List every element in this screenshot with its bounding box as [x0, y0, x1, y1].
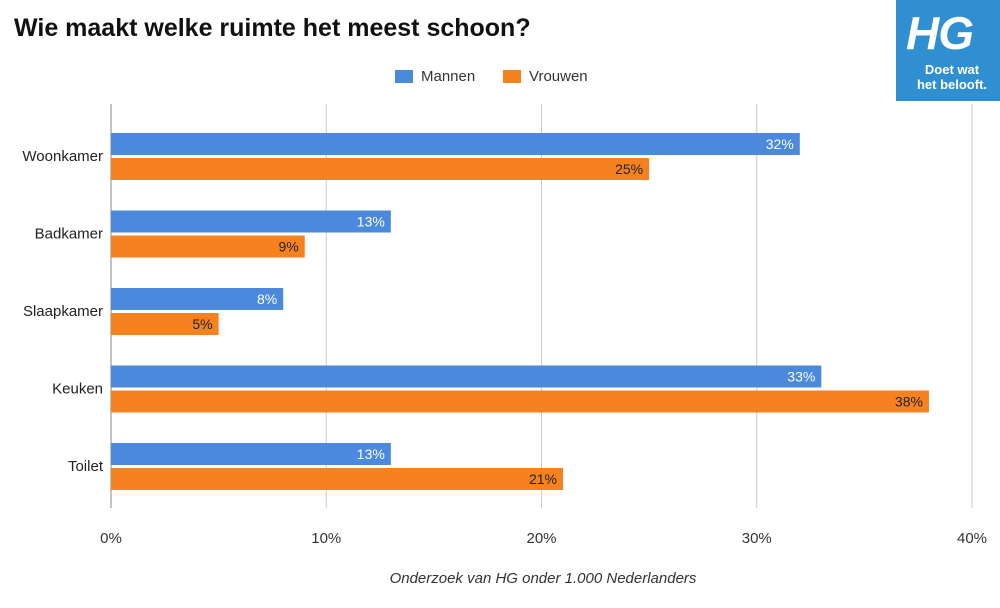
category-label: Keuken — [52, 381, 103, 398]
hg-logo-mark: HG — [906, 7, 974, 59]
category-label: Toilet — [68, 458, 104, 475]
legend: Mannen Vrouwen — [0, 66, 1000, 86]
hg-logo-tagline-line1: Doet wat — [924, 62, 980, 77]
data-label: 33% — [787, 369, 815, 385]
bar-vrouwen — [111, 313, 219, 335]
bar-mannen — [111, 443, 391, 465]
bar-vrouwen — [111, 158, 650, 180]
x-tick-label: 20% — [526, 530, 556, 547]
bar-mannen — [111, 133, 800, 155]
legend-label-mannen: Mannen — [421, 67, 476, 85]
x-tick-label: 40% — [957, 530, 987, 547]
data-label: 13% — [357, 446, 385, 462]
data-label: 32% — [766, 136, 794, 152]
chart-title: Wie maakt welke ruimte het meest schoon? — [14, 14, 531, 42]
legend-swatch-mannen — [395, 69, 413, 83]
bar-vrouwen — [111, 390, 929, 413]
data-label: 38% — [895, 394, 923, 410]
data-label: 21% — [529, 471, 557, 487]
data-label: 8% — [257, 291, 277, 307]
legend-swatch-vrouwen — [503, 69, 521, 83]
hg-logo-tagline: Doet wat het belooft. — [906, 62, 998, 92]
bar-vrouwen — [111, 235, 305, 258]
category-label: Badkamer — [35, 226, 103, 243]
data-label: 13% — [357, 214, 385, 230]
data-label: 25% — [615, 161, 643, 177]
bar-mannen — [111, 210, 391, 233]
bar-mannen — [111, 288, 284, 310]
legend-item-mannen: Mannen — [395, 66, 475, 86]
x-tick-label: 10% — [311, 530, 341, 547]
x-tick-label: 0% — [100, 530, 122, 547]
category-label: Slaapkamer — [23, 303, 103, 320]
bar-mannen — [111, 365, 822, 388]
bar-vrouwen — [111, 468, 564, 490]
footnote: Onderzoek van HG onder 1.000 Nederlander… — [389, 570, 697, 587]
category-label: Woonkamer — [22, 148, 103, 165]
hg-logo: HG Doet wat het belooft. — [896, 0, 1000, 101]
hg-logo-tagline-line2: het belooft. — [916, 77, 988, 92]
data-label: 5% — [192, 316, 212, 332]
legend-item-vrouwen: Vrouwen — [503, 66, 588, 86]
x-tick-label: 30% — [742, 530, 772, 547]
legend-label-vrouwen: Vrouwen — [529, 67, 588, 85]
data-label: 9% — [278, 239, 298, 255]
